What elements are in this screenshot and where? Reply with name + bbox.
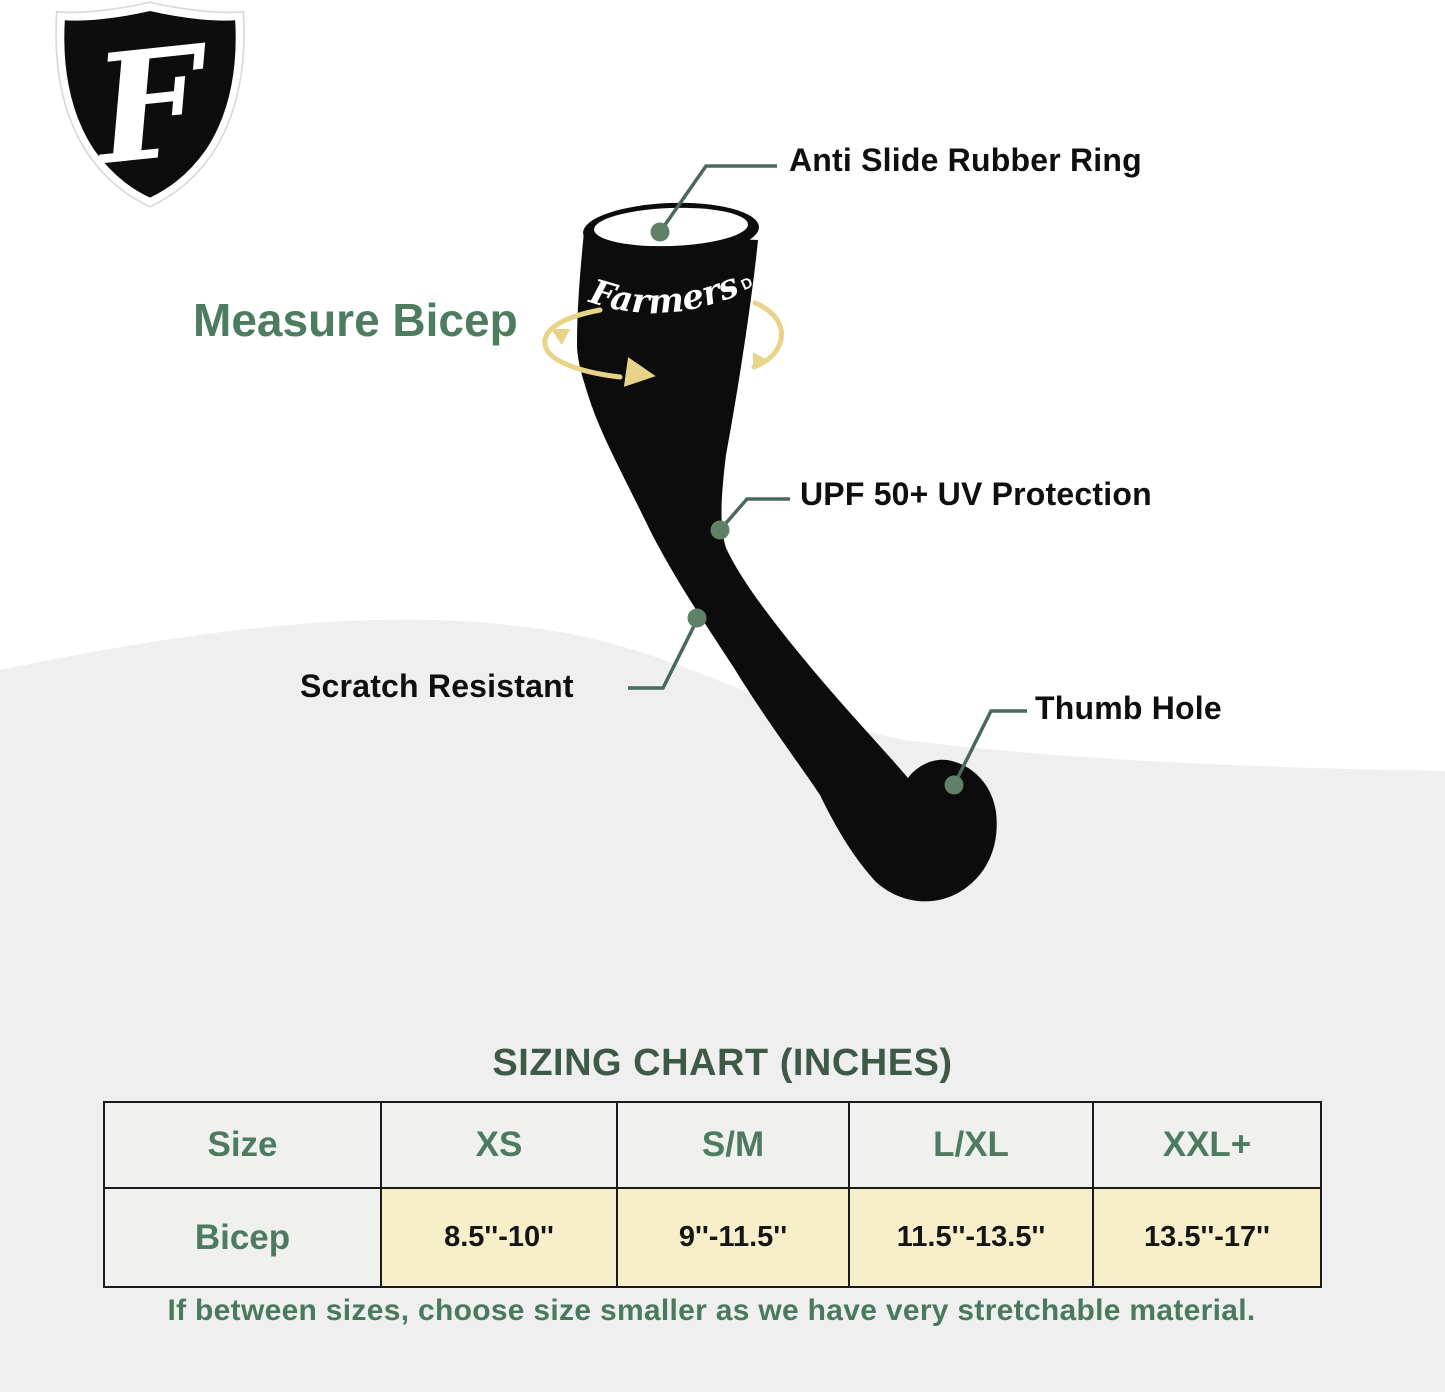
anti-slide-dot [650, 222, 670, 242]
bicep-value-sm: 9''-11.5'' [616, 1187, 850, 1288]
col-header-lxl: L/XL [848, 1101, 1094, 1189]
callout-leader-lines [628, 164, 1027, 786]
scratch-dot [687, 608, 707, 628]
callout-thumb-label: Thumb Hole [1035, 690, 1222, 726]
col-header-sm: S/M [616, 1101, 850, 1189]
measure-rotation-arrow-icon [542, 300, 784, 387]
callout-dots [650, 222, 964, 795]
col-header-size: Size [103, 1101, 382, 1189]
upf-dot [710, 520, 730, 540]
scratch-leader-line [628, 619, 699, 690]
table-bicep-row: Bicep 8.5''-10'' 9''-11.5'' 11.5''-13.5'… [103, 1187, 1322, 1288]
thumb-leader-line [952, 709, 1027, 786]
callout-measure-bicep-label: Measure Bicep [193, 294, 518, 346]
callout-scratch-label: Scratch Resistant [300, 668, 574, 704]
callout-anti-slide-label: Anti Slide Rubber Ring [789, 142, 1142, 178]
bicep-value-lxl: 11.5''-13.5'' [848, 1187, 1094, 1288]
row-header-bicep: Bicep [103, 1187, 382, 1288]
bicep-value-xs: 8.5''-10'' [380, 1187, 618, 1288]
col-header-xxl: XXL+ [1092, 1101, 1322, 1189]
brand-shield-logo-icon: F [55, 1, 245, 208]
callout-upf-label: UPF 50+ UV Protection [800, 476, 1152, 512]
table-header-row: Size XS S/M L/XL XXL+ [103, 1101, 1322, 1189]
thumb-dot [944, 775, 964, 795]
bicep-value-xxl: 13.5''-17'' [1092, 1187, 1322, 1288]
sleeve-silhouette [577, 232, 997, 902]
upf-leader-line [718, 497, 790, 532]
cuff-opening [594, 207, 748, 247]
sizing-table: Size XS S/M L/XL XXL+ Bicep 8.5''-10'' 9… [103, 1101, 1322, 1288]
anti-slide-leader-line [658, 164, 777, 234]
col-header-xs: XS [380, 1101, 618, 1189]
sizing-chart-title: SIZING CHART (INCHES) [492, 1042, 953, 1084]
sizing-note: If between sizes, choose size smaller as… [167, 1294, 1256, 1327]
